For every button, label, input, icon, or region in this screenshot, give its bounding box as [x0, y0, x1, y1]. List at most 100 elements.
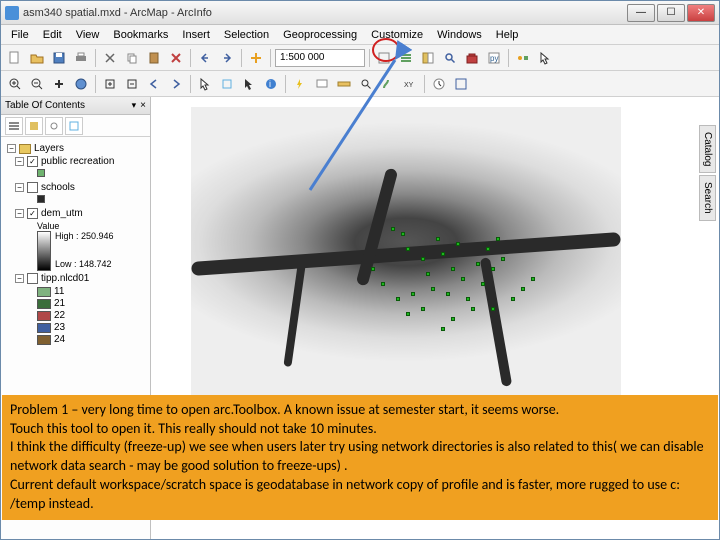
- docked-tab-search[interactable]: Search: [699, 175, 716, 221]
- search-window-icon[interactable]: [440, 48, 460, 68]
- svg-text:py: py: [490, 54, 498, 63]
- map-point: [456, 242, 460, 246]
- model-builder-icon[interactable]: [513, 48, 533, 68]
- create-viewer-icon[interactable]: [451, 74, 471, 94]
- layer-checkbox[interactable]: ✓: [27, 156, 38, 167]
- toc-tab-source[interactable]: [25, 117, 43, 135]
- new-icon[interactable]: [5, 48, 25, 68]
- map-point: [531, 277, 535, 281]
- minimize-button[interactable]: —: [627, 4, 655, 22]
- hyperlink-icon[interactable]: [290, 74, 310, 94]
- menubar: FileEditViewBookmarksInsertSelectionGeop…: [1, 25, 719, 45]
- undo-icon[interactable]: [195, 48, 215, 68]
- menu-view[interactable]: View: [70, 27, 106, 43]
- layer-checkbox[interactable]: [27, 273, 38, 284]
- map-point: [396, 297, 400, 301]
- pan-icon[interactable]: [49, 74, 69, 94]
- docked-tab-catalog[interactable]: Catalog: [699, 125, 716, 173]
- measure-icon[interactable]: [334, 74, 354, 94]
- select-elements-icon[interactable]: [239, 74, 259, 94]
- class-swatch: [37, 335, 51, 345]
- layer-tipp-nlcd01[interactable]: tipp.nlcd01: [41, 273, 89, 284]
- menu-windows[interactable]: Windows: [431, 27, 488, 43]
- layer-schools[interactable]: schools: [41, 182, 75, 193]
- toc-close-icon[interactable]: ×: [140, 100, 146, 111]
- full-extent-icon[interactable]: [71, 74, 91, 94]
- go-to-xy-icon[interactable]: XY: [400, 74, 420, 94]
- add-data-icon[interactable]: [246, 48, 266, 68]
- menu-selection[interactable]: Selection: [218, 27, 275, 43]
- layer-dem-utm[interactable]: dem_utm: [41, 208, 83, 219]
- menu-geoprocessing[interactable]: Geoprocessing: [277, 27, 363, 43]
- toc-pin-icon[interactable]: ▾: [132, 100, 137, 111]
- map-canvas: [191, 107, 621, 407]
- help-pointer-icon[interactable]: [535, 48, 555, 68]
- clear-selection-icon[interactable]: [217, 74, 237, 94]
- toc-tab-visibility[interactable]: [45, 117, 63, 135]
- editor-toolbar-icon[interactable]: [374, 48, 394, 68]
- map-point: [406, 247, 410, 251]
- separator: [285, 75, 286, 93]
- expander-icon[interactable]: −: [15, 274, 24, 283]
- annotation-note: Problem 1 – very long time to open arc.T…: [2, 395, 718, 520]
- toc-tab-selection[interactable]: [65, 117, 83, 135]
- separator: [241, 49, 242, 67]
- catalog-icon[interactable]: [418, 48, 438, 68]
- expander-icon[interactable]: −: [15, 209, 24, 218]
- maximize-button[interactable]: ☐: [657, 4, 685, 22]
- time-slider-icon[interactable]: [429, 74, 449, 94]
- redo-icon[interactable]: [217, 48, 237, 68]
- open-icon[interactable]: [27, 48, 47, 68]
- menu-insert[interactable]: Insert: [176, 27, 216, 43]
- expander-icon[interactable]: −: [7, 144, 16, 153]
- map-point: [431, 287, 435, 291]
- menu-bookmarks[interactable]: Bookmarks: [107, 27, 174, 43]
- titlebar: asm340 spatial.mxd - ArcMap - ArcInfo — …: [1, 1, 719, 25]
- forward-extent-icon[interactable]: [166, 74, 186, 94]
- layers-root[interactable]: Layers: [34, 143, 64, 154]
- close-button[interactable]: ✕: [687, 4, 715, 22]
- map-point: [491, 307, 495, 311]
- map-point: [441, 252, 445, 256]
- class-swatch: [37, 287, 51, 297]
- delete-icon[interactable]: [166, 48, 186, 68]
- select-features-icon[interactable]: [195, 74, 215, 94]
- back-extent-icon[interactable]: [144, 74, 164, 94]
- table-of-contents-icon[interactable]: [396, 48, 416, 68]
- find-route-icon[interactable]: [378, 74, 398, 94]
- map-point: [461, 277, 465, 281]
- class-swatch: [37, 311, 51, 321]
- layer-checkbox[interactable]: [27, 182, 38, 193]
- copy-icon[interactable]: [122, 48, 142, 68]
- toc-tab-drawing-order[interactable]: [5, 117, 23, 135]
- arctoolbox-icon[interactable]: [462, 48, 482, 68]
- fixed-zoom-out-icon[interactable]: [122, 74, 142, 94]
- paste-icon[interactable]: [144, 48, 164, 68]
- menu-customize[interactable]: Customize: [365, 27, 429, 43]
- class-label: 23: [54, 322, 65, 333]
- map-point: [501, 257, 505, 261]
- expander-icon[interactable]: −: [15, 157, 24, 166]
- fixed-zoom-in-icon[interactable]: [100, 74, 120, 94]
- print-icon[interactable]: [71, 48, 91, 68]
- identify-icon[interactable]: i: [261, 74, 281, 94]
- zoom-in-icon[interactable]: [5, 74, 25, 94]
- svg-text:i: i: [269, 79, 271, 89]
- find-icon[interactable]: [356, 74, 376, 94]
- zoom-out-icon[interactable]: [27, 74, 47, 94]
- scale-input[interactable]: [275, 49, 365, 67]
- map-point: [451, 267, 455, 271]
- html-popup-icon[interactable]: [312, 74, 332, 94]
- cut-icon[interactable]: [100, 48, 120, 68]
- layer-symbol: [37, 169, 45, 177]
- save-icon[interactable]: [49, 48, 69, 68]
- layer-public-recreation[interactable]: public recreation: [41, 156, 114, 167]
- map-point: [521, 287, 525, 291]
- menu-edit[interactable]: Edit: [37, 27, 68, 43]
- class-swatch: [37, 323, 51, 333]
- layer-checkbox[interactable]: ✓: [27, 208, 38, 219]
- expander-icon[interactable]: −: [15, 183, 24, 192]
- python-window-icon[interactable]: py: [484, 48, 504, 68]
- menu-file[interactable]: File: [5, 27, 35, 43]
- menu-help[interactable]: Help: [490, 27, 525, 43]
